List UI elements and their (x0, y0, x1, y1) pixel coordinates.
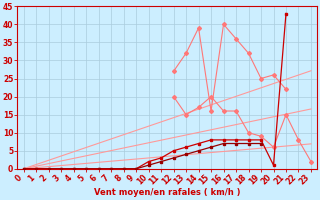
X-axis label: Vent moyen/en rafales ( km/h ): Vent moyen/en rafales ( km/h ) (94, 188, 241, 197)
